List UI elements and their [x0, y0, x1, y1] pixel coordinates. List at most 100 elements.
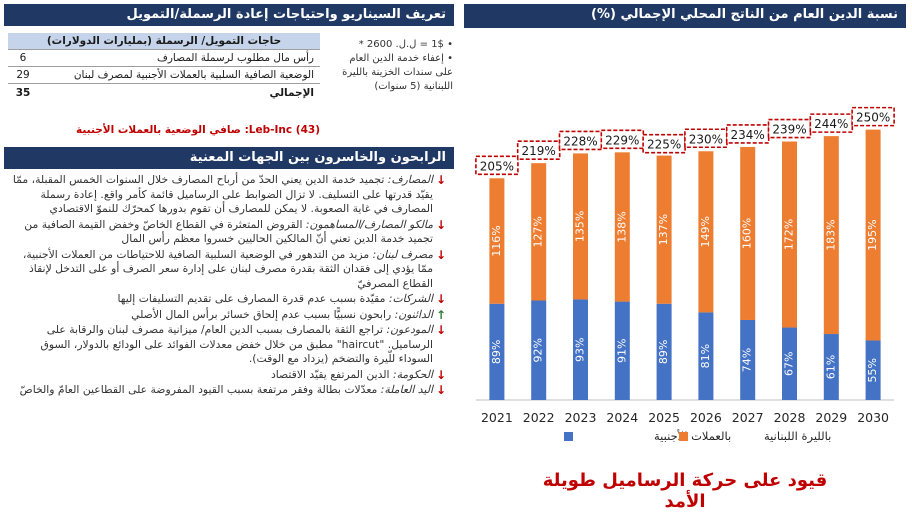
stakeholder-name: الشركات:: [388, 292, 433, 305]
stakeholder-item: ↓ مصرف لبنان: مزيد من التدهور في الوضعية …: [6, 248, 446, 292]
stakeholder-text: اليد العاملة: معدّلات بطالة وفقر مرتفعة …: [6, 383, 433, 398]
arrow-down-icon: ↓: [435, 383, 446, 397]
bar-value-label: 172%: [783, 219, 796, 250]
debt-service-note: • إعفاء خدمة الدين العام على سندات الخزي…: [342, 53, 453, 92]
stakeholder-item: ↓ المصارف: تجميد خدمة الدين يعني الحدّ من…: [6, 173, 446, 217]
stakeholder-text: الدائنون: رابحون نسبيًّا بسبب عدم إلحاق …: [6, 308, 433, 323]
total-box: [516, 140, 561, 160]
stakeholder-description: معدّلات بطالة وفقر مرتفعة بسبب القيود ال…: [19, 383, 378, 396]
stakeholder-description: رابحون نسبيًّا بسبب عدم إلحاق خسائر برأس…: [131, 307, 392, 321]
table-total-row: الإجمالي 35: [8, 84, 320, 101]
stakeholder-text: المودعون: تراجع الثقة بالمصارف بسبب الدي…: [6, 323, 433, 367]
stakeholder-item: ↓ مالكو المصارف/المساهمون: القروض المتعثر…: [6, 218, 446, 247]
bar-segment: [823, 136, 839, 335]
bar-segment: [489, 178, 505, 304]
bar-value-label: 91%: [615, 339, 628, 363]
bar-segment: [782, 327, 797, 400]
stakeholder-name: الحكومة:: [392, 367, 433, 381]
bar-value-label: 93%: [574, 337, 587, 361]
bar-segment: [865, 340, 881, 400]
total-label: 230%: [689, 132, 723, 146]
chart-caption: قيود على حركة الرساميل طويلة الأمد: [542, 470, 828, 512]
bar-segment: [656, 303, 672, 400]
bar-segment: [740, 319, 756, 400]
x-tick-label: 2024: [606, 410, 638, 425]
total-label: 239%: [772, 123, 806, 137]
winners-losers-header: الرابحون والخاسرون بين الجهات المعنية: [4, 147, 454, 169]
bar-value-label: 67%: [783, 352, 796, 376]
stakeholder-description: الدين المرتفع يقيّد الاقتصاد: [270, 367, 390, 381]
bar-value-label: 127%: [532, 216, 545, 247]
funding-needs-table: حاجات التمويل/ الرسملة (بمليارات الدولار…: [8, 33, 320, 101]
arrow-down-icon: ↓: [435, 217, 446, 232]
table-row: الوضعية الصافية السلبية بالعملات الأجنبي…: [8, 67, 320, 84]
x-tick-label: 2023: [565, 410, 597, 425]
bar-segment: [823, 334, 839, 400]
bar-segment: [531, 163, 547, 301]
total-label: الإجمالي: [269, 86, 314, 99]
table-row: رأس مال مطلوب لرسملة المصارف 6: [8, 50, 320, 67]
total-label: 225%: [647, 138, 681, 152]
bar-value-label: 160%: [741, 218, 754, 249]
debt-chart: 89% 116% 205% 2021 92% 127% 219% 2022 93% 135% 228…: [464, 28, 906, 458]
stakeholder-name: اليد العاملة:: [380, 383, 433, 396]
arrow-up-icon: ↑: [435, 307, 446, 322]
bar-value-label: 195%: [866, 219, 879, 250]
stakeholder-item: ↓ الحكومة: الدين المرتفع يقيّد الاقتصاد: [6, 368, 446, 383]
stakeholder-name: مصرف لبنان:: [372, 247, 433, 261]
row-label: الوضعية الصافية السلبية بالعملات الأجنبي…: [73, 69, 314, 81]
total-label: 234%: [731, 128, 765, 142]
total-label: 229%: [605, 133, 639, 147]
stakeholder-text: الحكومة: الدين المرتفع يقيّد الاقتصاد: [6, 368, 433, 383]
x-tick-label: 2022: [523, 410, 555, 425]
arrow-down-icon: ↓: [435, 173, 446, 187]
bar-value-label: 137%: [657, 214, 670, 245]
total-value: 35: [15, 86, 31, 99]
stakeholder-text: مالكو المصارف/المساهمون: القروض المتعثرة…: [6, 218, 433, 247]
legend-swatch: [679, 432, 688, 441]
legend-label: بالليرة اللبنانية: [764, 429, 831, 444]
stakeholder-name: الدائنون:: [394, 307, 433, 321]
row-label: رأس مال مطلوب لرسملة المصارف: [156, 52, 314, 64]
scenario-notes: • 1$ = ل.ل. 2600 * • إعفاء خدمة الدين ال…: [335, 38, 453, 94]
bar-value-label: 135%: [574, 211, 587, 242]
bar-segment: [698, 151, 714, 313]
stakeholder-text: مصرف لبنان: مزيد من التدهور في الوضعية ا…: [6, 248, 433, 292]
arrow-down-icon: ↓: [435, 247, 446, 262]
bar-value-label: 89%: [490, 340, 503, 364]
bar-segment: [489, 303, 505, 400]
row-value: 6: [19, 52, 27, 64]
x-tick-label: 2029: [815, 410, 847, 425]
stakeholder-description: تجميد خدمة الدين يعني الحدّ من أرباح الم…: [12, 173, 433, 215]
stakeholder-item: ↑ الدائنون: رابحون نسبيًّا بسبب عدم إلحاق…: [6, 308, 446, 323]
total-box: [475, 155, 519, 176]
x-tick-label: 2021: [481, 410, 513, 425]
stakeholder-name: المصارف:: [387, 173, 433, 186]
row-value: 29: [16, 69, 30, 81]
stakeholder-description: القروض المتعثرة في القطاع الخاصّ وخفض ال…: [24, 217, 433, 246]
stakeholder-item: ↓ المودعون: تراجع الثقة بالمصارف بسبب الد…: [6, 323, 446, 367]
stakeholder-name: مالكو المصارف/المساهمون:: [305, 217, 433, 231]
bar-segment: [656, 155, 672, 304]
stakeholder-text: المصارف: تجميد خدمة الدين يعني الحدّ من …: [6, 173, 433, 217]
debt-chart-header: نسبة الدين العام من الناتج المحلي الإجما…: [464, 4, 906, 28]
total-label: 250%: [856, 111, 890, 125]
total-label: 244%: [814, 117, 848, 131]
bar-value-label: 92%: [532, 338, 545, 362]
leb-inc-note: (43) Leb-Inc: صافي الوضعية بالعملات الأج…: [76, 124, 320, 136]
bar-segment: [614, 301, 630, 400]
x-tick-label: 2026: [690, 410, 722, 425]
bar-value-label: 61%: [824, 355, 837, 379]
bar-value-label: 74%: [741, 348, 754, 372]
exchange-rate-note: • 1$ = ل.ل. 2600 *: [358, 39, 453, 50]
bar-value-label: 183%: [824, 219, 837, 250]
bar-value-label: 138%: [615, 211, 628, 242]
bar-value-label: 149%: [699, 216, 712, 247]
bar-value-label: 116%: [490, 225, 503, 256]
legend-swatch: [564, 432, 573, 441]
x-tick-label: 2030: [857, 410, 889, 425]
bar-segment: [782, 141, 797, 328]
bar-value-label: 81%: [699, 344, 712, 368]
stakeholder-description: مزيد من التدهور في الوضعية السلبية الصاف…: [22, 247, 433, 290]
stakeholder-item: ↓ الشركات: مقيّدة بسبب عدم قدرة المصارف ع…: [6, 292, 446, 307]
